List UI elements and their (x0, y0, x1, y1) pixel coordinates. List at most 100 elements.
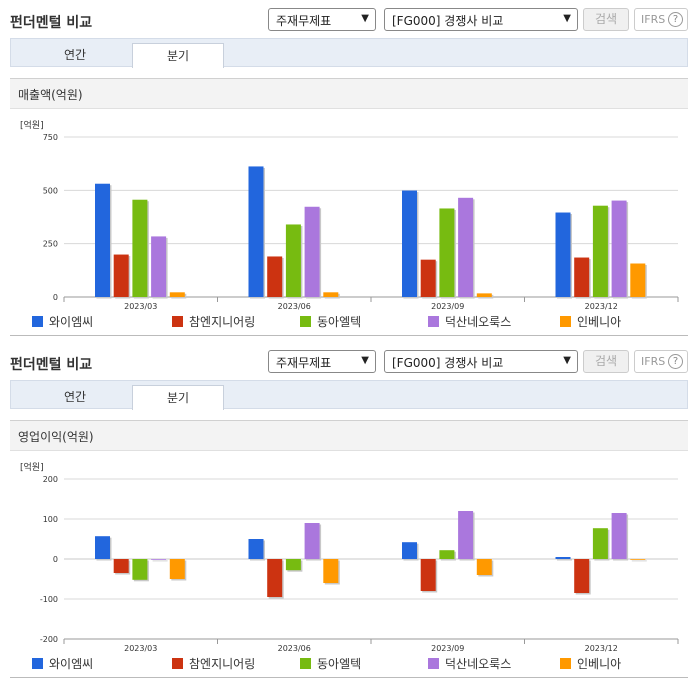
legend-swatch (428, 316, 439, 327)
y-tick-label: -100 (40, 595, 58, 604)
period-tab-bar: 연간 분기 (10, 380, 688, 410)
tab-annual[interactable]: 연간 (63, 390, 87, 404)
bar (592, 205, 608, 297)
bar (323, 292, 339, 297)
bar (402, 542, 417, 559)
legend-label: 동아엘텍 (317, 657, 362, 671)
x-tick-label: 2023/12 (585, 644, 618, 653)
legend-item[interactable]: 동아엘텍 (300, 313, 361, 330)
bar-shadow (152, 560, 168, 562)
y-axis-unit: [억원] (20, 463, 44, 473)
search-button[interactable]: 검색 (583, 8, 629, 31)
bar (248, 166, 264, 297)
bar (574, 257, 590, 297)
x-tick-label: 2023/06 (278, 644, 311, 653)
bar (323, 559, 339, 583)
bar (95, 183, 110, 297)
competitor-group-select[interactable]: [FG000] 경쟁사 비교 ▼ (384, 350, 578, 373)
ifrs-help-button[interactable]: IFRS? (634, 8, 688, 31)
bar (151, 236, 167, 297)
bar (267, 256, 283, 297)
y-tick-label: 100 (43, 515, 58, 524)
legend-label: 와이엠씨 (49, 315, 94, 329)
bar (458, 511, 474, 559)
legend-swatch (300, 316, 311, 327)
legend-swatch (32, 658, 43, 669)
revenue-chart-plot: 750 500 250 0 2023/03 2023/06 2023/09 2023/12 (43, 133, 679, 311)
chevron-down-icon: ▼ (361, 355, 369, 366)
tab-quarterly[interactable]: 분기 (132, 43, 224, 68)
bar (304, 523, 320, 559)
help-icon: ? (668, 12, 683, 27)
financial-statement-select[interactable]: 주재무제표 ▼ (268, 350, 376, 373)
x-tick-label: 2023/03 (124, 302, 157, 311)
y-tick-label: 0 (53, 555, 58, 564)
period-tab-bar: 연간 분기 (10, 38, 688, 68)
legend-item[interactable]: 참엔지니어링 (172, 313, 255, 330)
bar (592, 528, 608, 559)
bar (267, 559, 283, 597)
bar (169, 559, 185, 579)
bar (402, 190, 417, 297)
legend-swatch (560, 316, 571, 327)
legend-item[interactable]: 와이엠씨 (32, 655, 93, 672)
financial-statement-select-value: 주재무제표 (276, 356, 332, 370)
legend-label: 인베니아 (577, 657, 622, 671)
legend-swatch (172, 658, 183, 669)
bar (132, 199, 148, 297)
help-icon: ? (668, 354, 683, 369)
legend-swatch (300, 658, 311, 669)
legend-label: 덕산네오룩스 (445, 657, 512, 671)
bar (555, 212, 571, 297)
legend-swatch (32, 316, 43, 327)
legend-item[interactable]: 인베니아 (560, 655, 621, 672)
chevron-down-icon: ▼ (563, 13, 571, 24)
bar (439, 550, 455, 559)
fundamental-compare-panel-revenue: 펀더멘털 비교 주재무제표 ▼ [FG000] 경쟁사 비교 ▼ 검색 IFRS? … (10, 8, 688, 336)
bar (113, 559, 129, 573)
tab-annual[interactable]: 연간 (63, 48, 87, 62)
chevron-down-icon: ▼ (563, 355, 571, 366)
financial-statement-select[interactable]: 주재무제표 ▼ (268, 8, 376, 31)
legend-label: 참엔지니어링 (189, 315, 256, 329)
chart-title: 영업이익(억원) (10, 421, 688, 451)
y-tick-label: 0 (53, 293, 58, 302)
legend-swatch (560, 658, 571, 669)
legend-item[interactable]: 참엔지니어링 (172, 655, 255, 672)
x-tick-label: 2023/06 (278, 302, 311, 311)
bar (611, 513, 627, 559)
operating-income-chart-plot: 200 100 0 -100 -200 2023/03 2023/06 2023/09 2023… (40, 475, 679, 653)
legend-item[interactable]: 덕산네오룩스 (428, 313, 511, 330)
bar (248, 539, 264, 559)
bar (611, 200, 627, 297)
x-tick-label: 2023/03 (124, 644, 157, 653)
legend-item[interactable]: 동아엘텍 (300, 655, 361, 672)
legend-label: 참엔지니어링 (189, 657, 256, 671)
bar-shadow (557, 558, 572, 561)
legend-item[interactable]: 인베니아 (560, 313, 621, 330)
bar (555, 557, 571, 559)
bar (95, 536, 110, 559)
ifrs-label: IFRS (641, 13, 666, 26)
panel-title: 펀더멘털 비교 (10, 15, 93, 31)
bar (420, 259, 436, 297)
bar (113, 254, 129, 297)
y-tick-label: 200 (43, 475, 58, 484)
competitor-group-select[interactable]: [FG000] 경쟁사 비교 ▼ (384, 8, 578, 31)
x-tick-label: 2023/09 (431, 302, 464, 311)
bar (630, 263, 646, 297)
legend-item[interactable]: 와이엠씨 (32, 313, 93, 330)
y-tick-label: -200 (40, 635, 58, 644)
legend-label: 덕산네오룩스 (445, 315, 512, 329)
revenue-chart: 매출액(억원) [억원] 750 500 250 0 2023/03 2023/06 202… (10, 78, 688, 336)
bar (476, 293, 492, 297)
bar (285, 559, 301, 571)
tab-quarterly[interactable]: 분기 (132, 385, 224, 410)
y-tick-label: 250 (43, 240, 58, 249)
legend-label: 인베니아 (577, 315, 622, 329)
legend-item[interactable]: 덕산네오룩스 (428, 655, 511, 672)
legend-label: 동아엘텍 (317, 315, 362, 329)
y-tick-label: 750 (43, 133, 58, 142)
search-button[interactable]: 검색 (583, 350, 629, 373)
ifrs-help-button[interactable]: IFRS? (634, 350, 688, 373)
